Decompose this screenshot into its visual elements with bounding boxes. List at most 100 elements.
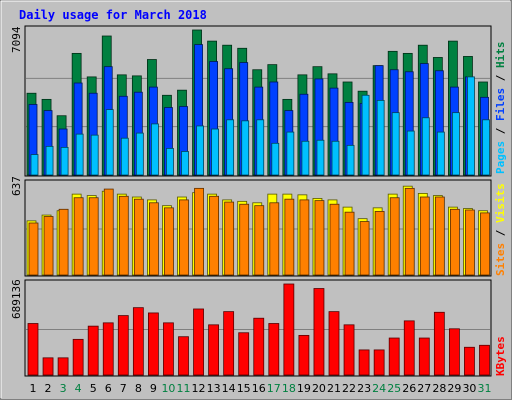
kbytes-bar (268, 323, 280, 376)
sites-bar (269, 202, 280, 276)
sites-bar (209, 195, 220, 276)
sites-panel-max-label: 637 (10, 176, 23, 196)
sites-panel-legend: Sites / Visits (494, 183, 507, 276)
pages-bar (166, 148, 174, 176)
sites-bar (449, 208, 460, 276)
pages-bar (181, 151, 189, 176)
sites-bar (329, 203, 340, 276)
pages-bar (196, 125, 204, 176)
pages-bar (301, 140, 310, 176)
sites-bar (284, 198, 295, 276)
sites-bar (389, 197, 400, 276)
sites-bar (43, 216, 54, 276)
day-label: 9 (150, 382, 157, 395)
day-label: 15 (237, 382, 251, 395)
pages-bar (150, 123, 159, 176)
kbytes-panel-legend: KBytes (494, 336, 507, 376)
legend-part: Sites (494, 243, 507, 276)
kbytes-bar (448, 328, 460, 376)
sites-bar (299, 199, 310, 276)
day-label: 23 (357, 382, 371, 395)
pages-bar (376, 99, 385, 176)
kbytes-bar (163, 322, 174, 376)
pages-bar (45, 145, 54, 176)
sites-bar (133, 198, 144, 276)
day-label: 2 (45, 382, 52, 395)
kbytes-bar (193, 308, 204, 376)
pages-bar (436, 131, 445, 176)
kbytes-bar (298, 334, 310, 376)
sites-bar (118, 195, 129, 276)
pages-bar (135, 132, 144, 176)
hits-panel-legend: Pages / Files / Hits (494, 42, 507, 175)
pages-bar (256, 119, 265, 176)
sites-bar (103, 188, 114, 276)
hits-panel-max-label: 7094 (10, 26, 23, 53)
kbytes-bar (72, 338, 84, 376)
pages-bar (226, 119, 235, 176)
pages-bar (316, 139, 325, 176)
kbytes-bar (208, 324, 220, 376)
day-label: 4 (75, 382, 82, 395)
kbytes-panel-max-label: 689136 (10, 279, 23, 319)
pages-bar (271, 142, 280, 176)
day-label: 21 (327, 382, 341, 395)
legend-part: Pages (494, 141, 507, 174)
pages-bar (391, 112, 400, 176)
pages-bar (75, 133, 84, 176)
kbytes-bar (418, 337, 430, 376)
sites-bar (434, 196, 445, 276)
legend-part: Hits (494, 42, 507, 69)
day-label: 8 (135, 382, 142, 395)
pages-bar (30, 154, 39, 176)
pages-bar (286, 131, 295, 176)
sites-bar (480, 212, 490, 276)
kbytes-bar (132, 307, 144, 376)
day-label: 31 (478, 382, 492, 395)
kbytes-bar (433, 311, 445, 376)
day-label: 12 (192, 382, 206, 395)
sites-bar (254, 205, 265, 276)
pages-bar (105, 109, 114, 176)
pages-bar (451, 112, 460, 176)
sites-bar (314, 200, 325, 276)
day-label: 5 (90, 382, 97, 395)
day-label: 20 (312, 382, 326, 395)
kbytes-bar (328, 311, 340, 376)
day-label: 26 (402, 382, 416, 395)
day-label: 17 (267, 382, 281, 395)
sites-bar (164, 207, 174, 276)
sites-bar (194, 187, 204, 276)
day-label: 29 (447, 382, 461, 395)
kbytes-bar (117, 315, 129, 376)
pages-bar (406, 130, 415, 176)
legend-part: Visits (494, 183, 507, 223)
day-label: 18 (282, 382, 296, 395)
chart-title: Daily usage for March 2018 (19, 8, 207, 22)
sites-bar (88, 197, 99, 276)
sites-bar (374, 211, 385, 276)
pages-bar (421, 117, 430, 176)
sites-bar (404, 187, 415, 276)
day-label: 25 (387, 382, 401, 395)
kbytes-bar (313, 288, 325, 376)
day-label: 19 (297, 382, 311, 395)
day-label: 28 (432, 382, 446, 395)
pages-bar (482, 119, 490, 176)
day-label: 3 (60, 382, 67, 395)
sites-bar (58, 208, 69, 276)
kbytes-bar (147, 312, 159, 376)
sites-bar (344, 211, 355, 276)
legend-part: / (494, 121, 507, 141)
day-label: 22 (342, 382, 356, 395)
day-label: 10 (161, 382, 175, 395)
kbytes-bar (102, 322, 114, 376)
pages-bar (60, 147, 69, 176)
sites-bar (359, 221, 370, 276)
sites-bar (239, 203, 250, 276)
kbytes-bar (27, 323, 39, 376)
day-label: 14 (222, 382, 236, 395)
pages-bar (346, 144, 355, 176)
day-label: 6 (105, 382, 112, 395)
